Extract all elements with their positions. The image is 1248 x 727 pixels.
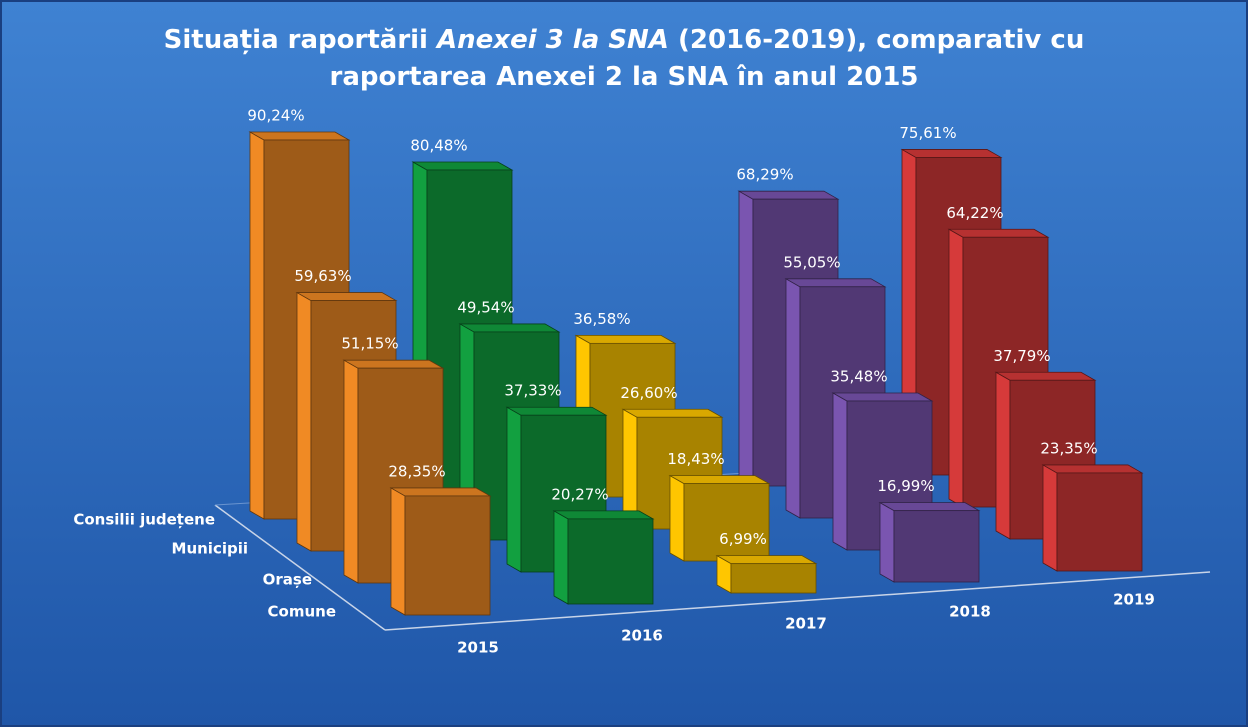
value-label: 28,35% — [388, 462, 445, 480]
bar-side — [553, 510, 569, 605]
bar-top — [947, 228, 1050, 238]
x-tick-label: 2015 — [457, 639, 499, 657]
value-label: 6,99% — [719, 530, 767, 548]
bar-top — [295, 292, 398, 301]
bar-side — [785, 278, 801, 519]
value-label: 75,61% — [899, 124, 956, 142]
bar — [683, 483, 770, 562]
value-label: 20,27% — [551, 485, 608, 503]
bar — [1056, 472, 1143, 572]
bar-side — [879, 501, 895, 583]
bar-group — [668, 474, 771, 562]
bar-group — [1041, 464, 1144, 572]
row-label: Municipii — [172, 540, 248, 558]
bar — [893, 510, 980, 583]
value-label: 49,54% — [457, 298, 514, 316]
bar-top — [574, 334, 677, 344]
bar-side — [1042, 464, 1058, 572]
bar-top — [994, 371, 1097, 381]
bar-top — [458, 323, 561, 333]
bar-top — [737, 190, 840, 200]
bar-top — [389, 487, 492, 497]
bar-top — [342, 359, 445, 369]
title-part: Situația raportării — [164, 25, 437, 55]
value-label: 37,33% — [504, 382, 561, 400]
bar-top — [411, 161, 514, 171]
value-label: 51,15% — [341, 335, 398, 353]
bar-side — [995, 371, 1011, 540]
bar-top — [1041, 464, 1144, 474]
value-label: 36,58% — [573, 310, 630, 328]
title-part: Anexei 3 la SNA — [435, 25, 669, 55]
chart-title: Situația raportării Anexei 3 la SNA (201… — [164, 25, 1085, 92]
bar-side — [506, 406, 522, 573]
x-tick-label: 2019 — [1113, 591, 1155, 609]
bar-top — [505, 406, 608, 416]
bar-side — [390, 487, 406, 616]
bar-top — [784, 278, 887, 288]
bar-group — [715, 554, 818, 594]
row-label: Orașe — [263, 571, 312, 589]
value-label: 16,99% — [877, 477, 934, 495]
value-label: 80,48% — [410, 136, 467, 154]
bar-side — [296, 291, 312, 552]
x-tick-label: 2018 — [949, 603, 991, 621]
value-label: 26,60% — [620, 384, 677, 402]
value-label: 55,05% — [783, 253, 840, 271]
bar — [567, 518, 654, 605]
bar-side — [249, 131, 265, 520]
value-label: 18,43% — [667, 450, 724, 468]
bar — [404, 495, 491, 616]
bar-top — [900, 149, 1003, 158]
bar-side — [738, 190, 754, 487]
bar-top — [668, 475, 771, 484]
bar-group — [878, 501, 981, 583]
bar-side — [948, 228, 964, 508]
bar-side — [343, 359, 359, 584]
value-label: 23,35% — [1040, 439, 1097, 457]
value-label: 37,79% — [993, 347, 1050, 365]
bar-group — [552, 510, 655, 605]
row-label: Comune — [268, 603, 336, 621]
value-label: 59,63% — [294, 267, 351, 285]
value-label: 68,29% — [736, 166, 793, 184]
bar-top — [621, 408, 724, 418]
bar-top — [831, 392, 934, 402]
bar-group — [389, 487, 492, 616]
title-part: raportarea Anexei 2 la SNA în anul 2015 — [330, 62, 919, 92]
bar-top — [878, 502, 981, 512]
bar-top — [715, 555, 818, 565]
bar — [730, 563, 817, 594]
x-tick-label: 2016 — [621, 627, 663, 645]
value-label: 35,48% — [830, 367, 887, 385]
title-part: (2016-2019), comparativ cu — [669, 25, 1084, 55]
row-label: Consilii județene — [73, 511, 215, 529]
bar-side — [669, 474, 685, 562]
bar-side — [832, 392, 848, 551]
floor-front — [384, 571, 1211, 631]
bar-top — [552, 510, 655, 520]
value-label: 90,24% — [247, 106, 304, 124]
bar-top — [248, 131, 351, 141]
value-label: 64,22% — [946, 204, 1003, 222]
x-tick-label: 2017 — [785, 615, 827, 633]
floor-side — [214, 504, 386, 631]
